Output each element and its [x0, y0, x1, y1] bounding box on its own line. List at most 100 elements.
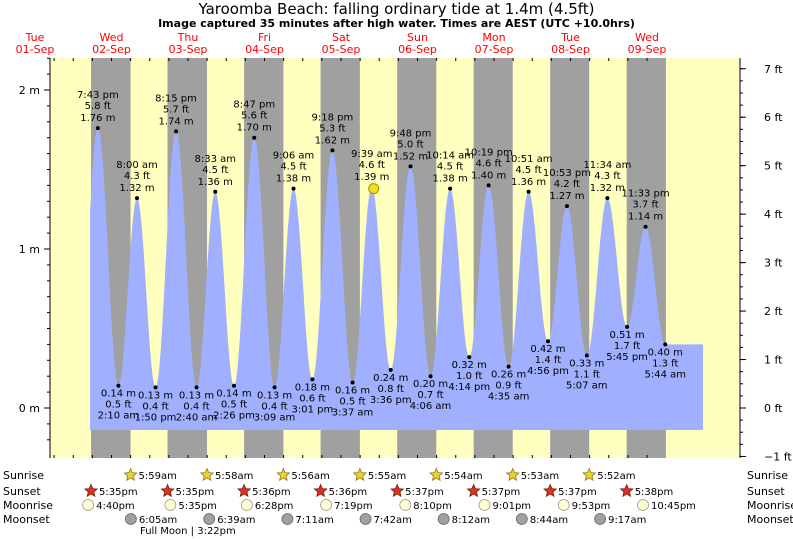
- tide-height-ft: 1.7 ft: [614, 341, 640, 352]
- tide-height-ft: 0.4 ft: [261, 401, 287, 412]
- tide-height-m: 1.38 m: [433, 174, 468, 185]
- tide-point: [310, 377, 315, 382]
- tide-height-m: 0.13 m: [179, 390, 214, 401]
- sunrise-icon: [276, 467, 291, 482]
- sunset-time: 5:37pm: [558, 487, 597, 498]
- tide-height-m: 0.24 m: [373, 373, 408, 384]
- moonset-icon: [124, 513, 137, 525]
- day-date: 05-Sep: [322, 43, 361, 56]
- tide-point: [526, 189, 531, 194]
- day-name: Sun: [407, 31, 428, 44]
- axes: 0 m 1 m 2 m −1 ft 0 ft 1 ft 2 ft 3 ft 4 ft 5 ft 6 …: [19, 57, 792, 463]
- day-name: Fri: [258, 31, 271, 44]
- tide-time: 5:45 pm: [606, 352, 648, 363]
- moonrise-icon: [82, 499, 95, 511]
- tide-height-ft: 4.6 ft: [475, 158, 501, 169]
- moonset-row-label-right: Moonset: [747, 513, 793, 526]
- day-name: Mon: [482, 31, 505, 44]
- sunrise-icon: [505, 467, 520, 482]
- sunset-row-label-left: Sunset: [3, 485, 41, 498]
- sunrise-time: 5:54am: [444, 471, 482, 482]
- chart-title: Yaroomba Beach: falling ordinary tide at…: [198, 0, 595, 18]
- tide-height-ft: 5.0 ft: [397, 139, 423, 150]
- tide-time: 8:47 pm: [233, 100, 275, 111]
- tide-point: [194, 385, 199, 390]
- tide-height-m: 1.39 m: [354, 172, 389, 183]
- tide-height-m: 0.33 m: [569, 359, 604, 370]
- tide-height-ft: 4.2 ft: [554, 179, 580, 190]
- tide-height-ft: 4.3 ft: [124, 171, 150, 182]
- moonrise-icon: [478, 499, 491, 511]
- sunset-icon: [160, 483, 175, 498]
- tide-height-ft: 5.8 ft: [85, 101, 111, 112]
- tide-point: [252, 135, 257, 140]
- tide-point: [350, 380, 355, 385]
- tide-height-ft: 1.1 ft: [574, 370, 600, 381]
- tide-height-m: 0.13 m: [257, 390, 292, 401]
- tide-height-m: 0.16 m: [335, 386, 370, 397]
- tide-height-ft: 4.5 ft: [515, 165, 541, 176]
- tide-height-m: 1.38 m: [276, 174, 311, 185]
- moonrise-time: 9:01pm: [493, 501, 532, 512]
- tide-height-m: 0.14 m: [216, 389, 251, 400]
- right-tick-label: 6 ft: [764, 111, 783, 124]
- sunset-time: 5:38pm: [635, 487, 674, 498]
- tide-point: [486, 183, 491, 188]
- tide-height-ft: 4.5 ft: [437, 162, 463, 173]
- tide-point: [95, 126, 100, 131]
- tide-point: [272, 385, 277, 390]
- tide-point: [506, 364, 511, 369]
- chart-subtitle: Image captured 35 minutes after high wat…: [158, 17, 635, 30]
- tide-height-m: 1.62 m: [315, 135, 350, 146]
- tide-height-ft: 0.4 ft: [183, 401, 209, 412]
- sunset-icon: [83, 483, 99, 498]
- moonrise-icon: [320, 499, 332, 511]
- sunset-time: 5:36pm: [329, 487, 368, 498]
- left-tick-label: 1 m: [19, 243, 40, 256]
- sunrise-time: 5:58am: [215, 471, 253, 482]
- day-date: 07-Sep: [475, 43, 514, 56]
- sunset-icon: [543, 483, 558, 498]
- moonrise-time: 9:53pm: [572, 501, 611, 512]
- left-tick-label: 0 m: [19, 402, 40, 415]
- tide-height-m: 0.51 m: [609, 330, 644, 341]
- sunset-icon: [466, 483, 481, 498]
- tide-point: [213, 189, 218, 194]
- sunrise-time: 5:55am: [368, 471, 406, 482]
- sunrise-time: 5:59am: [139, 471, 177, 482]
- moonrise-icon: [399, 499, 412, 511]
- day-date: 04-Sep: [245, 43, 284, 56]
- tide-height-ft: 0.5 ft: [221, 400, 247, 411]
- tide-height-m: 0.32 m: [452, 360, 487, 371]
- tide-height-m: 1.32 m: [119, 183, 154, 194]
- day-date: 02-Sep: [92, 43, 131, 56]
- day-date: 09-Sep: [628, 43, 667, 56]
- tide-time: 10:53 pm: [543, 168, 591, 179]
- tide-time: 3:09 am: [254, 412, 296, 423]
- tide-height-m: 1.14 m: [628, 212, 663, 223]
- sunrise-icon: [123, 467, 138, 482]
- moonrise-icon: [637, 499, 649, 511]
- tide-point: [564, 204, 569, 209]
- moonset-time: 7:42am: [374, 515, 412, 526]
- tide-height-ft: 5.3 ft: [319, 123, 345, 134]
- moonrise-time: 7:19pm: [334, 501, 373, 512]
- tide-time: 9:06 am: [273, 151, 315, 162]
- tide-height-m: 0.42 m: [530, 344, 565, 355]
- day-name: Tue: [560, 31, 580, 44]
- moonrise-time: 8:10pm: [413, 501, 452, 512]
- tide-point: [584, 353, 589, 358]
- moonrise-icon: [164, 499, 177, 511]
- day-date: 01-Sep: [16, 43, 55, 56]
- tide-height-m: 0.26 m: [491, 370, 526, 381]
- day-date: 03-Sep: [169, 43, 208, 56]
- sunrise-time: 5:56am: [291, 471, 329, 482]
- moonset-time: 6:05am: [139, 515, 177, 526]
- tide-height-m: 0.20 m: [413, 379, 448, 390]
- tide-time: 2:10 am: [98, 411, 140, 422]
- tide-point: [291, 186, 296, 191]
- tide-time: 3:36 pm: [370, 395, 412, 406]
- day-name: Wed: [635, 31, 659, 44]
- moon-phase-note: Full Moon | 3:22pm: [140, 526, 236, 537]
- sunrise-icon: [352, 467, 368, 482]
